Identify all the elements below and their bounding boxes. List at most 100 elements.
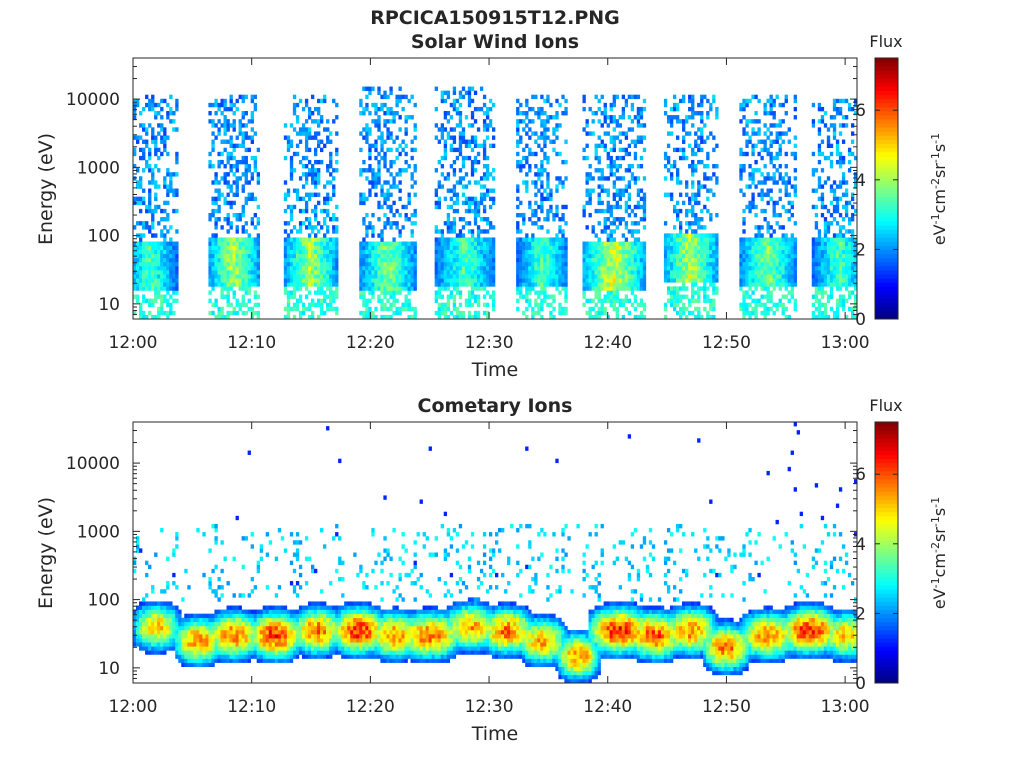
heatmap-cell [404, 168, 408, 173]
heatmap-cell [304, 249, 309, 255]
heatmap-cell [603, 115, 607, 120]
heatmap-cell [359, 265, 363, 271]
heatmap-cell [220, 98, 224, 104]
heatmap-cell [142, 168, 146, 173]
heatmap-cell [700, 314, 704, 320]
heatmap-cell [603, 106, 607, 112]
heatmap-cell [835, 270, 840, 275]
heatmap-cell [473, 257, 478, 263]
heatmap-cell [636, 249, 641, 255]
heatmap-cell [597, 278, 601, 283]
heatmap-cell [832, 253, 837, 259]
heatmap-cell [691, 294, 695, 299]
heatmap-cell [289, 261, 294, 267]
heatmap-cell [151, 278, 155, 283]
heatmap-cell [549, 102, 553, 108]
heatmap-cell [455, 249, 460, 255]
heatmap-cell [829, 257, 834, 263]
heatmap-cell [298, 298, 303, 303]
heatmap-cell [286, 249, 291, 255]
heatmap-cell [793, 98, 797, 104]
heatmap-cell [516, 282, 520, 287]
heatmap-cell [139, 176, 143, 181]
heatmap-cell [292, 270, 297, 275]
heatmap-cell [229, 265, 233, 271]
heatmap-cell [564, 204, 568, 210]
heatmap-cell [314, 135, 318, 140]
heatmap-cell [292, 261, 297, 267]
heatmap-cell [452, 188, 457, 193]
heatmap-cell [326, 270, 330, 275]
heatmap-cell [449, 164, 454, 169]
heatmap-cell [377, 168, 381, 173]
heatmap-cell [211, 278, 215, 283]
heatmap-cell [145, 131, 149, 136]
heatmap-cell [256, 233, 260, 238]
heatmap-cell [627, 180, 632, 185]
heatmap-cell [624, 188, 629, 193]
heatmap-cell [829, 212, 834, 218]
heatmap-cell [715, 176, 719, 181]
heatmap-cell [754, 274, 758, 279]
heatmap-cell [392, 237, 396, 242]
heatmap-cell [301, 245, 306, 250]
heatmap-cell [323, 196, 327, 202]
heatmap-cell [283, 270, 288, 275]
heatmap-cell [485, 172, 490, 177]
heatmap-cell [793, 270, 797, 275]
heatmap-cell [479, 253, 484, 259]
heatmap-cell [398, 286, 402, 291]
heatmap-cell [685, 115, 689, 120]
heatmap-cell [697, 253, 701, 259]
heatmap-cell [763, 265, 767, 271]
heatmap-cell [235, 265, 239, 271]
heatmap-cell [676, 102, 680, 108]
heatmap-cell [446, 131, 451, 136]
heatmap-cell [395, 265, 399, 271]
heatmap-cell [564, 241, 568, 246]
heatmap-cell [835, 298, 840, 303]
heatmap-cell [145, 314, 149, 320]
heatmap-cell [564, 159, 568, 165]
heatmap-cell [166, 270, 170, 275]
heatmap-cell [482, 176, 487, 181]
heatmap-cell [642, 265, 647, 271]
heatmap-cell [437, 200, 441, 206]
heatmap-cell [458, 90, 463, 96]
heatmap-cell [226, 217, 230, 222]
heatmap-cell [823, 274, 828, 279]
heatmap-cell [139, 278, 143, 283]
heatmap-cell [461, 217, 466, 222]
heatmap-cell [301, 302, 306, 308]
heatmap-cell [745, 282, 749, 287]
heatmap-cell [669, 123, 674, 128]
heatmap-cell [597, 135, 601, 140]
heatmap-cell [446, 94, 451, 100]
heatmap-cell [473, 119, 478, 124]
heatmap-cell [386, 314, 390, 320]
heatmap-cell [398, 180, 402, 185]
heatmap-cell [151, 314, 155, 320]
heatmap-cell [172, 172, 176, 177]
heatmap-cell [145, 143, 149, 149]
heatmap-cell [320, 241, 324, 246]
heatmap-cell [488, 196, 493, 202]
heatmap-cell [778, 131, 782, 136]
heatmap-cell [685, 294, 689, 299]
heatmap-cell [440, 237, 445, 242]
heatmap-cell [742, 278, 746, 283]
heatmap-cell [452, 221, 457, 226]
heatmap-cell [540, 265, 544, 271]
heatmap-cell [754, 282, 758, 287]
heatmap-cell [401, 282, 405, 287]
heatmap-cell [778, 286, 782, 291]
heatmap-cell [482, 155, 487, 161]
heatmap-cell [694, 168, 698, 173]
heatmap-cell [703, 261, 707, 267]
heatmap-cell [676, 180, 680, 185]
heatmap-cell [712, 314, 716, 320]
heatmap-cell [223, 253, 227, 259]
heatmap-cell [606, 176, 610, 181]
heatmap-cell [685, 245, 689, 250]
heatmap-cell [455, 245, 460, 250]
